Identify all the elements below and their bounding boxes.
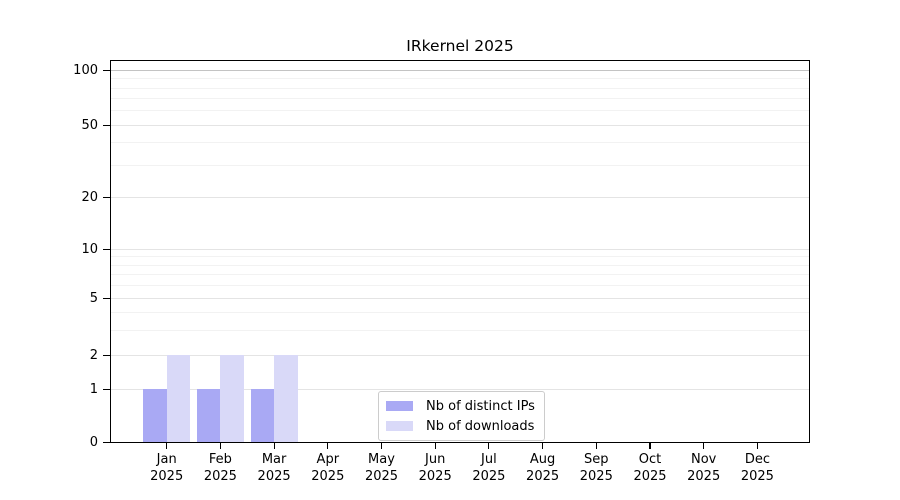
x-tick-mark	[166, 443, 168, 449]
x-tick-label: Aug 2025	[503, 451, 583, 485]
y-tick-label: 2	[89, 347, 98, 363]
y-tick-label: 5	[89, 290, 98, 306]
x-tick-month: Sep	[584, 452, 609, 467]
legend-swatch-distinct-ips	[386, 401, 413, 411]
x-tick-year: 2025	[740, 469, 774, 484]
x-tick-month: Mar	[261, 452, 287, 467]
x-tick-year: 2025	[311, 469, 345, 484]
x-tick-label: Dec 2025	[717, 451, 797, 485]
x-tick-month: Jun	[425, 452, 446, 467]
x-tick-label: May 2025	[342, 451, 422, 485]
x-tick-year: 2025	[633, 469, 667, 484]
y-tick-mark	[103, 389, 110, 391]
gridline-minor	[111, 110, 809, 111]
x-tick-mark	[488, 443, 490, 449]
gridline-minor	[111, 274, 809, 275]
x-tick-mark	[756, 443, 758, 449]
x-tick-month: Nov	[691, 452, 717, 467]
gridline-major	[111, 249, 809, 250]
y-tick-label: 20	[81, 189, 98, 205]
y-tick-mark	[103, 355, 110, 357]
x-tick-year: 2025	[687, 469, 721, 484]
chart-title: IRkernel 2025	[406, 37, 514, 55]
x-tick-mark	[219, 443, 221, 449]
x-tick-month: Oct	[638, 452, 662, 467]
gridline-major	[111, 355, 809, 356]
y-tick-mark	[103, 249, 110, 251]
gridline-major	[111, 389, 809, 390]
gridline-minor	[111, 312, 809, 313]
gridline-major	[111, 298, 809, 299]
x-tick-month: Feb	[208, 452, 232, 467]
y-tick-mark	[103, 125, 110, 127]
y-tick-label: 1	[89, 381, 98, 397]
x-tick-month: Dec	[744, 452, 770, 467]
y-tick-mark	[103, 70, 110, 72]
x-tick-year: 2025	[418, 469, 452, 484]
x-tick-mark	[703, 443, 705, 449]
x-tick-year: 2025	[257, 469, 291, 484]
gridline-minor	[111, 165, 809, 166]
gridline-minor	[111, 142, 809, 143]
bar-distinct-ips	[143, 389, 167, 442]
x-tick-label: Feb 2025	[180, 451, 260, 485]
x-tick-mark	[649, 443, 651, 449]
x-tick-label: Jan 2025	[127, 451, 207, 485]
x-tick-mark	[595, 443, 597, 449]
x-tick-mark	[273, 443, 275, 449]
x-tick-month: Aug	[529, 452, 556, 467]
y-tick-label: 0	[89, 434, 98, 450]
legend-item-distinct-ips: Nb of distinct IPs	[386, 398, 535, 414]
gridline-minor	[111, 256, 809, 257]
x-tick-label: Nov 2025	[664, 451, 744, 485]
y-tick-mark	[103, 442, 110, 444]
x-tick-label: Oct 2025	[610, 451, 690, 485]
x-tick-year: 2025	[150, 469, 184, 484]
x-tick-month: Jan	[156, 452, 177, 467]
bar-distinct-ips	[196, 389, 221, 442]
x-tick-label: Mar 2025	[234, 451, 314, 485]
x-tick-mark	[380, 443, 383, 449]
x-tick-month: Apr	[316, 452, 340, 467]
bar-downloads	[220, 355, 244, 442]
x-tick-year: 2025	[472, 469, 506, 484]
gridline-major	[111, 197, 809, 198]
x-tick-year: 2025	[364, 469, 399, 484]
legend-label-downloads: Nb of downloads	[426, 418, 535, 434]
x-tick-label: Apr 2025	[288, 451, 368, 485]
x-tick-mark	[434, 443, 436, 449]
legend-item-downloads: Nb of downloads	[386, 418, 535, 434]
y-tick-mark	[103, 298, 110, 300]
x-tick-label: Jul 2025	[449, 451, 529, 485]
x-tick-year: 2025	[579, 469, 613, 484]
x-tick-mark	[542, 443, 544, 449]
x-tick-month: May	[368, 452, 395, 467]
x-tick-year: 2025	[526, 469, 560, 484]
y-tick-label: 100	[73, 62, 98, 78]
gridline-minor	[111, 98, 809, 99]
legend: Nb of distinct IPs Nb of downloads	[378, 391, 545, 441]
x-tick-mark	[327, 443, 329, 449]
gridline-minor	[111, 78, 809, 79]
y-tick-mark	[103, 197, 110, 199]
x-tick-year: 2025	[203, 469, 237, 484]
y-tick-label: 50	[81, 117, 98, 133]
gridline-minor	[111, 330, 809, 331]
x-tick-label: Jun 2025	[395, 451, 475, 485]
legend-label-distinct-ips: Nb of distinct IPs	[426, 398, 535, 414]
gridline-minor	[111, 285, 809, 286]
bar-downloads	[274, 355, 298, 442]
x-tick-label: Sep 2025	[556, 451, 636, 485]
gridline-major	[111, 70, 809, 71]
gridline-minor	[111, 88, 809, 89]
y-tick-label: 10	[81, 241, 98, 257]
gridline-minor	[111, 265, 809, 266]
plot-area	[110, 60, 810, 443]
x-tick-month: Jul	[481, 452, 497, 467]
bar-distinct-ips	[250, 389, 275, 442]
bar-downloads	[166, 355, 191, 442]
gridline-major	[111, 125, 809, 126]
legend-swatch-downloads	[386, 421, 413, 431]
